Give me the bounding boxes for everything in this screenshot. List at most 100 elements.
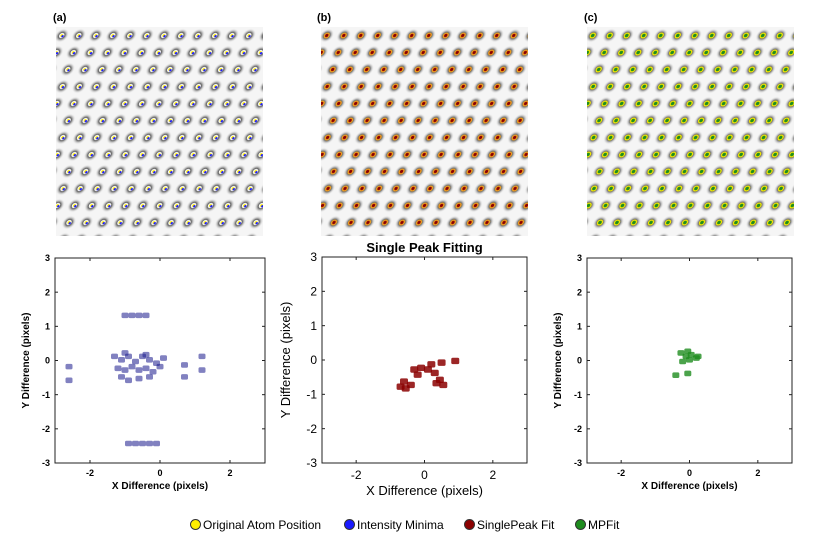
legend-marker-mpfit <box>575 519 586 530</box>
y-tick-label: 1 <box>45 321 50 331</box>
legend-item-minima: Intensity Minima <box>344 518 444 532</box>
y-axis-label: Y Difference (pixels) <box>553 313 564 409</box>
panel-label-c: (c) <box>584 12 598 24</box>
x-axis-label: X Difference (pixels) <box>641 481 737 492</box>
data-point <box>432 380 441 387</box>
y-axis-label: Y Difference (pixels) <box>21 313 32 409</box>
x-axis-label: X Difference (pixels) <box>366 483 483 498</box>
data-point <box>677 350 685 356</box>
y-tick-label: 0 <box>577 356 582 366</box>
y-tick-label: -2 <box>306 422 317 436</box>
lattice-image-c <box>587 27 794 236</box>
data-point <box>400 378 408 385</box>
lattice-image-c-svg <box>587 27 794 236</box>
data-point <box>160 355 167 361</box>
legend-item-original: Original Atom Position <box>190 518 321 532</box>
y-tick-label: 0 <box>45 356 50 366</box>
data-point <box>125 377 132 384</box>
data-point <box>65 377 73 384</box>
y-tick-label: 3 <box>577 253 582 263</box>
x-tick-label: -2 <box>617 468 625 478</box>
legend-item-mpfit: MPFit <box>575 518 619 532</box>
data-point <box>672 372 680 378</box>
data-point <box>181 374 188 380</box>
data-point <box>684 370 692 377</box>
data-point <box>410 366 419 373</box>
data-point <box>65 363 73 370</box>
data-point <box>121 367 129 373</box>
data-point <box>135 375 143 382</box>
y-tick-label: -1 <box>306 388 317 402</box>
y-tick-label: 3 <box>310 250 317 264</box>
x-tick-label: 2 <box>227 468 232 478</box>
data-point <box>423 366 432 373</box>
plot-title: Single Peak Fitting <box>366 240 482 255</box>
legend-item-singlepeak: SinglePeak Fit <box>464 518 554 532</box>
data-point <box>128 363 136 370</box>
data-point <box>149 368 157 375</box>
legend-label-minima: Intensity Minima <box>357 518 444 532</box>
y-tick-label: 3 <box>45 253 50 263</box>
data-point <box>437 359 446 366</box>
x-tick-label: 0 <box>157 468 162 478</box>
y-tick-label: -3 <box>574 458 582 468</box>
y-tick-label: -3 <box>42 458 50 468</box>
panel-label-b: (b) <box>317 12 332 24</box>
data-point <box>451 357 460 365</box>
data-point <box>121 312 129 319</box>
y-tick-label: -1 <box>42 390 50 400</box>
data-point <box>132 440 139 447</box>
data-point <box>132 358 139 365</box>
y-tick-label: 2 <box>577 287 582 297</box>
y-tick-label: 1 <box>310 319 317 333</box>
data-point <box>128 312 136 319</box>
y-tick-label: 1 <box>577 321 582 331</box>
data-point <box>198 367 206 373</box>
data-point <box>679 358 687 365</box>
plot-frame <box>321 256 528 464</box>
y-tick-label: -1 <box>574 390 582 400</box>
y-tick-label: -3 <box>306 456 317 470</box>
data-point <box>118 374 125 380</box>
data-point <box>417 364 426 371</box>
scatter-plot-c: 3 2 1 0 -1 -2 -3 -2 0 2 X Difference (pixels) Y Dif… <box>553 253 793 492</box>
y-tick-label: 2 <box>45 287 50 297</box>
y-tick-label: 2 <box>310 285 317 299</box>
y-axis-label: Y Difference (pixels) <box>278 302 293 419</box>
data-point <box>181 362 188 368</box>
data-point <box>135 367 143 373</box>
lattice-image-a <box>56 27 263 236</box>
legend-label-singlepeak: SinglePeak Fit <box>477 518 555 532</box>
legend-marker-singlepeak <box>464 519 475 530</box>
data-point <box>427 361 436 368</box>
data-point <box>135 312 143 319</box>
x-axis-label: X Difference (pixels) <box>112 481 208 492</box>
data-point <box>121 350 129 356</box>
data-point <box>156 363 164 370</box>
data-point <box>142 365 150 372</box>
data-point <box>413 371 422 378</box>
data-point <box>430 369 439 377</box>
legend: Original Atom Position Intensity Minima … <box>190 518 650 534</box>
data-point <box>111 353 118 360</box>
legend-label-original: Original Atom Position <box>203 518 322 532</box>
data-point <box>406 381 415 389</box>
legend-marker-minima <box>344 519 355 530</box>
data-point <box>125 440 132 447</box>
data-point <box>146 357 153 363</box>
x-tick-label: -2 <box>351 468 362 482</box>
legend-label-mpfit: MPFit <box>588 518 620 532</box>
data-point <box>694 353 702 360</box>
legend-marker-original <box>190 519 201 530</box>
y-tick-label: -2 <box>574 424 582 434</box>
x-tick-label: 0 <box>421 468 428 482</box>
data-point <box>439 381 448 389</box>
scatter-plot-a: 3 2 1 0 -1 -2 -3 -2 0 2 X Difference (pixels) Y Dif… <box>21 253 266 492</box>
x-tick-label: 0 <box>687 468 692 478</box>
y-tick-label: -2 <box>42 424 50 434</box>
data-point <box>686 357 693 363</box>
data-point <box>198 353 206 360</box>
lattice-image-b <box>321 27 528 236</box>
data-point <box>114 365 122 372</box>
panel-label-a: (a) <box>53 12 67 24</box>
